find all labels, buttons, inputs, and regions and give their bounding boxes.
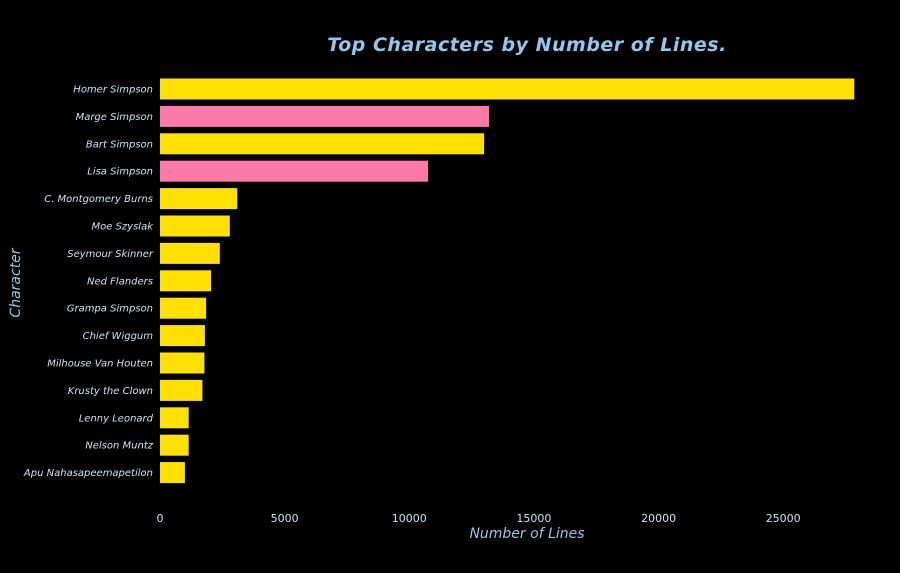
y-tick-label: Moe Szyslak <box>92 222 155 233</box>
bar-1 <box>160 105 490 127</box>
x-tick-label: 5000 <box>271 512 299 525</box>
x-tick-label: 10000 <box>392 512 427 525</box>
bar-4 <box>160 188 238 210</box>
y-tick-label: Grampa Simpson <box>67 304 153 315</box>
bar-10 <box>160 352 205 374</box>
bar-7 <box>160 270 212 292</box>
y-tick-label: Lisa Simpson <box>87 167 153 178</box>
y-tick-label: Apu Nahasapeemapetilon <box>23 468 153 479</box>
y-tick-label: Nelson Muntz <box>85 441 153 452</box>
y-tick-label: Lenny Leonard <box>79 413 154 424</box>
y-tick-label: Chief Wiggum <box>83 331 154 342</box>
y-tick-label: Homer Simpson <box>73 85 153 96</box>
bar-14 <box>160 462 185 484</box>
bar-8 <box>160 297 207 319</box>
x-tick-label: 15000 <box>516 512 551 525</box>
bar-5 <box>160 215 230 237</box>
y-tick-label: Seymour Skinner <box>67 249 154 260</box>
y-tick-label: Bart Simpson <box>86 139 153 150</box>
x-axis-title: Number of Lines <box>469 526 584 542</box>
bar-6 <box>160 242 220 264</box>
y-tick-labels: Homer Simpson Marge Simpson Bart Simpson Li… <box>23 85 154 480</box>
bar-2 <box>160 133 485 155</box>
y-tick-label: Ned Flanders <box>87 276 153 287</box>
bar-0 <box>160 78 855 100</box>
bars-group <box>160 78 855 484</box>
y-tick-label: Marge Simpson <box>76 112 153 123</box>
bar-9 <box>160 325 205 347</box>
y-tick-label: C. Montgomery Burns <box>44 194 153 205</box>
x-tick-label: 0 <box>157 512 164 525</box>
y-tick-label: Krusty the Clown <box>68 386 153 397</box>
y-axis-title: Character <box>8 247 24 317</box>
bar-3 <box>160 160 428 182</box>
x-tick-label: 25000 <box>766 512 801 525</box>
x-tick-labels: 0 5000 10000 15000 20000 25000 <box>157 512 801 525</box>
bar-11 <box>160 379 203 401</box>
bar-12 <box>160 407 189 429</box>
bar-13 <box>160 434 189 456</box>
x-tick-label: 20000 <box>641 512 676 525</box>
y-tick-label: Milhouse Van Houten <box>47 359 153 370</box>
chart-title: Top Characters by Number of Lines. <box>327 34 727 56</box>
